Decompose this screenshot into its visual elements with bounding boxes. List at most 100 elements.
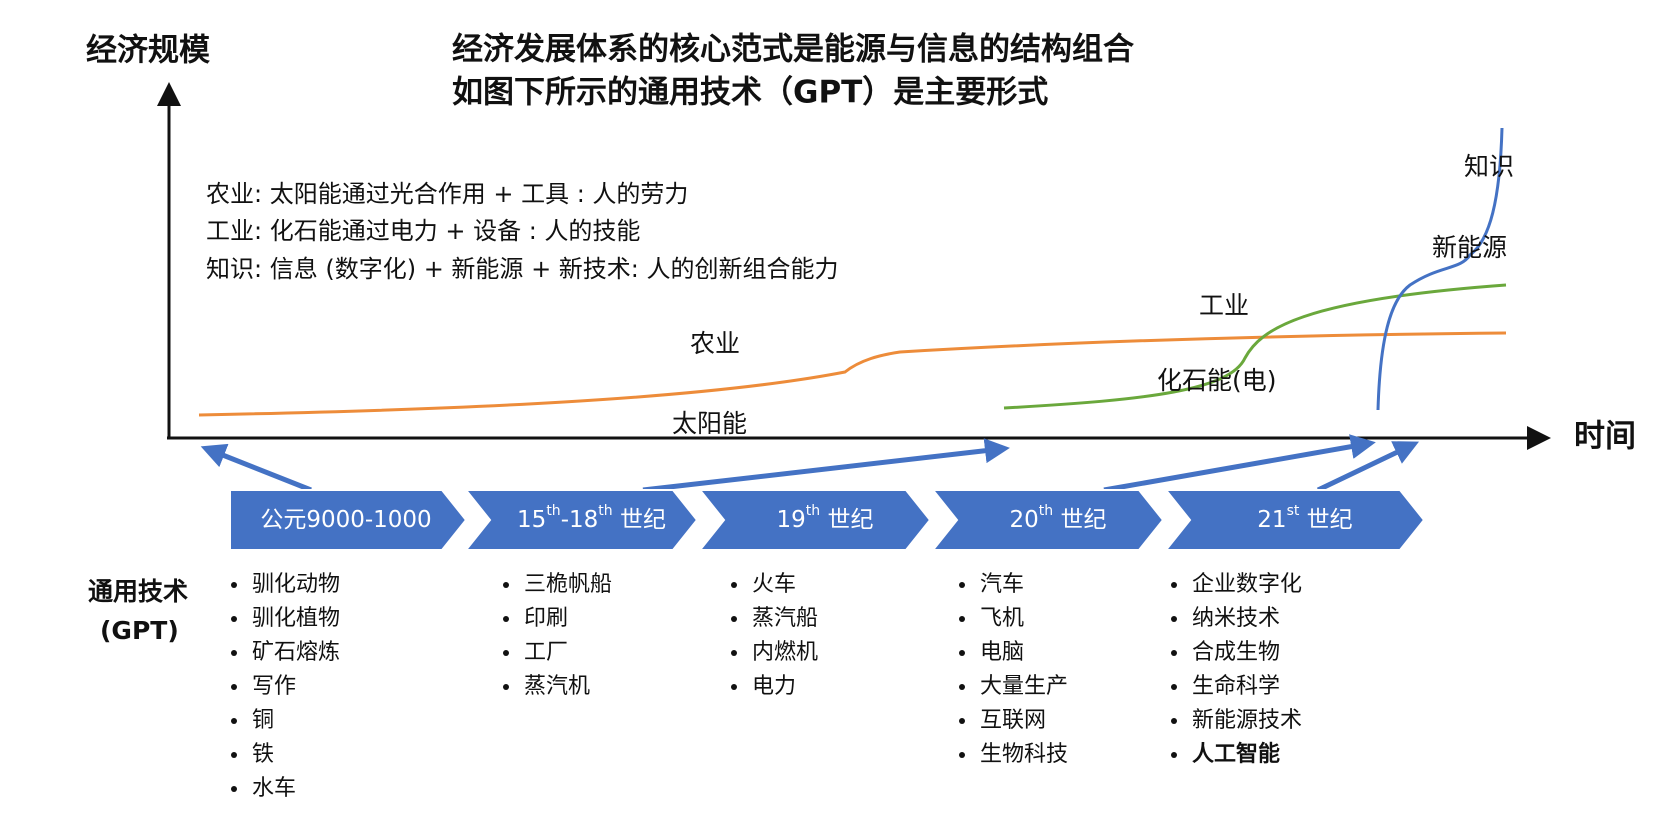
gpt-item: 合成生物 [1192,640,1280,665]
superscript: th [1039,503,1053,519]
bullet [1171,718,1177,724]
gpt-item: 企业数字化 [1192,572,1302,597]
period-chevron [1163,489,1426,551]
gpt-item: 印刷 [524,606,568,631]
bullet [1171,616,1177,622]
gpt-item: 蒸汽船 [752,606,818,631]
note: 农业: 太阳能通过光合作用 + 工具 : 人的劳力 [206,180,688,208]
superscript: st [1287,503,1300,519]
industry-curve [1003,283,1507,410]
period-chevron [697,489,932,551]
gpt-item: 三桅帆船 [524,572,612,597]
bullet [959,684,965,690]
arrow [1103,434,1376,493]
bullet [959,616,965,622]
bullet [959,752,965,758]
gpt-item: 火车 [752,572,796,597]
bullet [231,752,237,758]
bullet [1171,684,1177,690]
agriculture-curve [198,331,1507,417]
bullet [1171,752,1177,758]
period-label: 19th 世纪 [777,503,874,533]
gpt-item: 电脑 [980,640,1024,665]
bullet [231,786,237,792]
label-part: 21 [1257,507,1286,533]
bullet [231,650,237,656]
label-part: 世纪 [1053,507,1106,533]
superscript: th [806,503,820,519]
gpt-label: (GPT) [100,616,179,645]
period-label: 20th 世纪 [1010,503,1107,533]
bullet [1171,650,1177,656]
curve-label: 知识 [1464,152,1514,181]
bullet [959,718,965,724]
gpt-item: 矿石熔炼 [252,640,340,665]
gpt-item: 蒸汽机 [524,674,590,699]
x-axis-label: 时间 [1574,419,1636,455]
arrows [200,434,1420,493]
curve-label: 太阳能 [672,409,747,438]
gpt-item: 写作 [252,674,296,699]
period-label: 21st 世纪 [1257,503,1352,533]
gpt-item: 大量生产 [980,674,1068,699]
gpt-item: 汽车 [980,572,1024,597]
gpt-item: 铜 [252,708,274,733]
bullet [231,582,237,588]
knowledge-curve [1376,127,1504,411]
superscript: th [598,503,612,519]
gpt-item: 纳米技术 [1192,606,1280,631]
bullet [231,718,237,724]
bullet [731,616,737,622]
gpt-item: 新能源技术 [1192,708,1302,733]
superscript: th [546,503,560,519]
note: 工业: 化石能通过电力 + 设备 : 人的技能 [206,217,640,245]
y-axis-label: 经济规模 [86,33,210,69]
bullet [231,684,237,690]
curve-label: 农业 [690,329,740,358]
gpt-item: 飞机 [980,606,1024,631]
label-part: 19 [777,507,806,533]
period-chevron [930,489,1165,551]
gpt-item: 互联网 [980,708,1046,733]
gpt-item: 生命科学 [1192,674,1280,699]
label-part: 世纪 [1299,507,1352,533]
bullet [959,582,965,588]
bullet [959,650,965,656]
gpt-item: 人工智能 [1192,741,1280,767]
gpt-item: 工厂 [524,640,568,665]
period-chevron [463,489,699,551]
bullet [231,616,237,622]
period-chevron [229,489,468,551]
label-part: 20 [1010,507,1039,533]
gpt-item: 生物科技 [980,742,1068,767]
bullet [503,616,509,622]
note: 知识: 信息 (数字化) + 新能源 + 新技术: 人的创新组合能力 [206,255,839,283]
gpt-item: 水车 [252,776,296,801]
label-part: 15 [517,507,546,533]
bullet [503,650,509,656]
bullet [731,582,737,588]
arrow [1316,441,1420,493]
gpt-item: 铁 [252,742,274,767]
title-line: 经济发展体系的核心范式是能源与信息的结构组合 [452,32,1134,68]
curve-label: 化石能(电) [1157,366,1277,395]
label-part: 世纪 [613,507,666,533]
label-part: 世纪 [820,507,873,533]
period-label: 公元9000-1000 [260,507,431,533]
arrow [642,438,1010,493]
gpt-item: 内燃机 [752,640,818,665]
bullet [1171,582,1177,588]
bullet [731,650,737,656]
gpt-label: 通用技术 [88,577,188,606]
gpt-item: 驯化动物 [252,572,340,597]
gpt-item: 驯化植物 [252,606,340,631]
curve-label: 工业 [1199,291,1249,320]
bullet [503,684,509,690]
bullet [731,684,737,690]
arrow [200,443,312,493]
bullet [503,582,509,588]
label-part: 公元9000-1000 [260,507,431,533]
title-line: 如图下所示的通用技术（GPT）是主要形式 [452,75,1048,111]
